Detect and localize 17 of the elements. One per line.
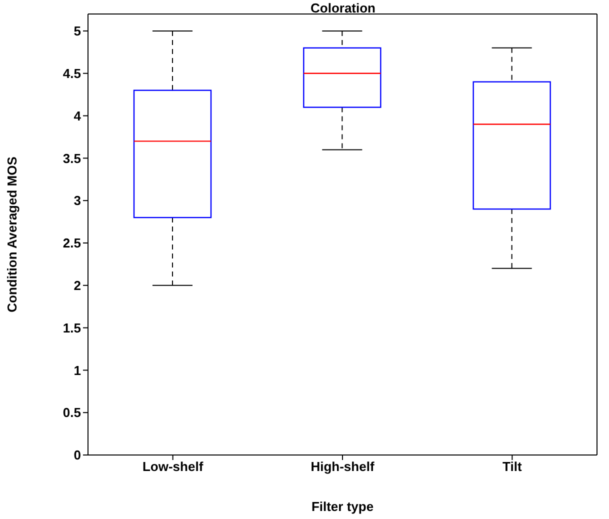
y-tick-label: 5 xyxy=(74,24,81,39)
y-axis-title: Condition Averaged MOS xyxy=(4,156,20,312)
y-tick-label: 3 xyxy=(74,193,81,208)
y-tick-label: 4.5 xyxy=(62,66,81,81)
y-tick-label: 2 xyxy=(74,278,81,293)
y-tick-label: 1 xyxy=(74,362,81,378)
y-tick-label: 0.5 xyxy=(62,405,81,420)
y-tick-label: 4 xyxy=(74,108,82,124)
x-tick-label: High-shelf xyxy=(310,459,375,474)
y-tick-label: 0 xyxy=(74,448,81,463)
chart-title: Coloration xyxy=(310,0,376,16)
y-tick-label: 3.5 xyxy=(62,150,81,166)
x-tick-label: Tilt xyxy=(502,459,522,474)
x-axis-title: Filter type xyxy=(311,499,374,514)
y-tick-label: 1.5 xyxy=(62,320,81,336)
x-tick-label: Low-shelf xyxy=(142,459,204,474)
y-tick-label: 2.5 xyxy=(62,236,81,251)
